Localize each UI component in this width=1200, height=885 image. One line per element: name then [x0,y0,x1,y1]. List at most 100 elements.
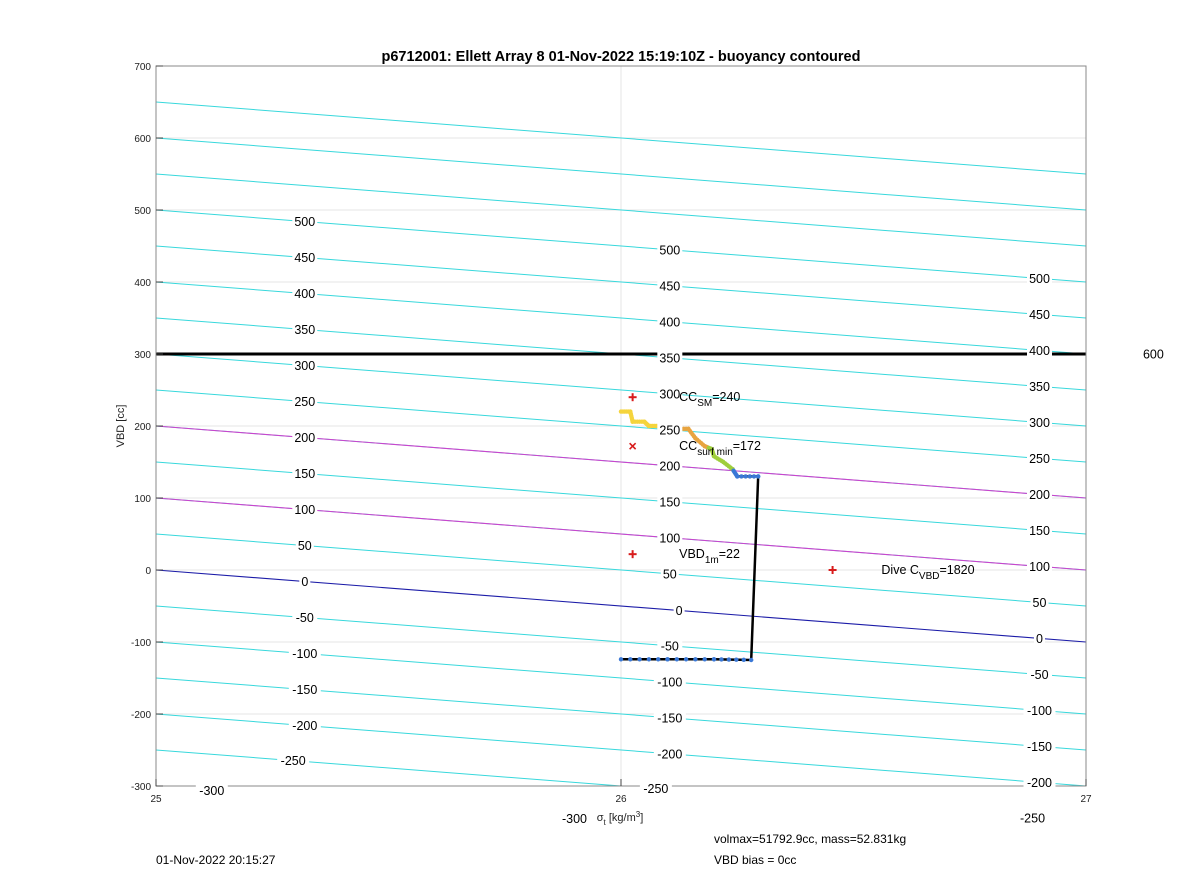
contour-label-bg [1027,306,1052,322]
contour-label: 400 [1029,344,1050,358]
contour-label: 450 [294,251,315,265]
contour-label: -150 [292,683,317,697]
contour-label-bg [1023,702,1056,718]
dive-point [719,657,724,662]
contour-label-bg [1027,522,1052,538]
dive-point [726,657,732,662]
contour-label: -200 [1027,776,1052,790]
contour-label-bg [292,501,318,517]
annotation-value: =1820 [939,563,974,577]
y-axis-label: VBD [cc] [115,405,127,448]
contour-label: 450 [659,279,680,293]
contour-label: 500 [659,243,680,257]
contour-label: -300 [562,812,587,826]
contour-label-bg [1027,558,1052,574]
contour-label-bg [1027,486,1052,502]
contour-label-bg [1023,774,1056,790]
contour-label: 50 [663,567,677,581]
contour-label-bg [292,429,318,445]
contour-label-bg [1027,666,1052,682]
contour-label: -100 [1027,704,1052,718]
x-label-subscript: t [604,818,607,827]
contour-label: -100 [292,647,317,661]
contour-label-bg [657,493,683,509]
contour-label: -50 [661,639,679,653]
contour-label-bg [1027,378,1052,394]
contour-label: -200 [657,747,682,761]
contour-label: -250 [1020,811,1045,825]
dive-point [683,657,689,662]
footer-volmax: volmax=51792.9cc, mass=52.831kg [714,832,907,846]
contour-label: -50 [1030,668,1048,682]
contour-label-bg [288,717,321,733]
dive-point [711,657,717,662]
y-tick-label: -200 [131,710,151,721]
annotation-subscript: surf min [697,447,733,458]
contour-label: 150 [659,495,680,509]
contour-line-zero [156,569,1086,643]
dive-point [674,657,679,662]
dive-point [628,657,633,662]
markers [628,393,837,574]
contour-label-bg [1016,809,1049,825]
contour-label: -150 [657,711,682,725]
contour-label: 150 [294,467,315,481]
contour-label: 100 [294,503,315,517]
contour-label: 0 [1036,632,1043,646]
contour-label-bg [657,349,683,365]
contour-label-bg [292,465,318,481]
dive-point [735,474,740,479]
annotation-label: Dive CVBD=1820 [881,563,974,582]
y-tick-label: 500 [134,206,151,217]
dive-point [618,657,624,662]
y-tick-label: 700 [134,62,151,73]
contour-label-bg [1027,342,1052,358]
contour-label-bg [292,285,318,301]
contour-label: 350 [294,323,315,337]
contour-label-bg [639,780,672,796]
annotation-subscript: SM [697,398,712,409]
contour-label: -150 [1027,740,1052,754]
dive-point [693,657,698,662]
contour-label: 250 [294,395,315,409]
contour-label: 100 [1029,560,1050,574]
dive-point [741,657,746,663]
annotation-base: CC [679,390,697,404]
dive-path [618,409,761,663]
contour-label: 250 [1029,452,1050,466]
x-label-close: ] [640,812,643,824]
contour-label: 500 [294,215,315,229]
footer-timestamp: 01-Nov-2022 20:15:27 [156,853,276,867]
dive-point [743,474,748,479]
annotation-value: =22 [719,547,740,561]
y-tick-label: 0 [145,566,151,577]
contour-label-bg [195,782,228,798]
contour-label-bg [657,313,683,329]
contour-label-bg [1140,346,1166,361]
dive-point [755,474,761,479]
contour-label: 250 [659,423,680,437]
contour-label-bg [660,565,679,581]
contour-label: 200 [294,431,315,445]
contour-label: 400 [659,315,680,329]
y-tick-label: 300 [134,350,151,361]
contour-label-bg [657,277,683,293]
y-tick-label: 200 [134,422,151,433]
annotation-base: CC [679,439,697,453]
dive-point [656,657,661,662]
contour-label-bg [1030,594,1049,610]
dive-point [637,657,642,662]
contour-label: 300 [659,387,680,401]
y-tick-label: 100 [134,494,151,505]
contour-label-bg [657,421,683,437]
contour-label-bg [657,385,683,401]
x-marker-b [629,442,637,450]
contour-label: 300 [1029,416,1050,430]
dive-point [702,657,707,662]
contour-label-bg [292,357,318,373]
contour-label: 100 [659,531,680,545]
contour-label-bg [288,681,321,697]
dive-point [747,474,753,479]
contour-label-bg [653,745,686,761]
